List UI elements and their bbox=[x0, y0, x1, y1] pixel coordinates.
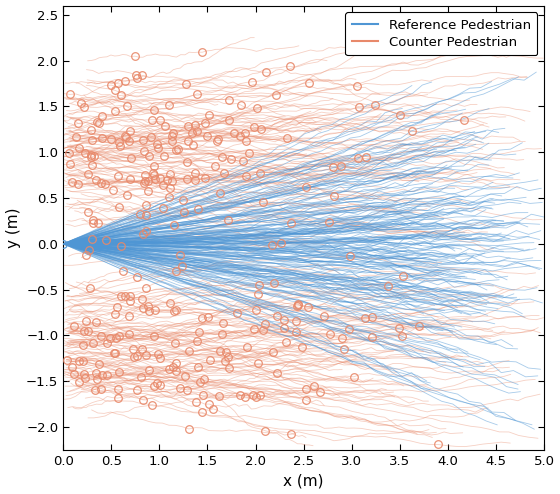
X-axis label: x (m): x (m) bbox=[283, 473, 324, 489]
Y-axis label: y (m): y (m) bbox=[6, 207, 21, 248]
Legend: Reference Pedestrian, Counter Pedestrian: Reference Pedestrian, Counter Pedestrian bbox=[345, 12, 538, 55]
